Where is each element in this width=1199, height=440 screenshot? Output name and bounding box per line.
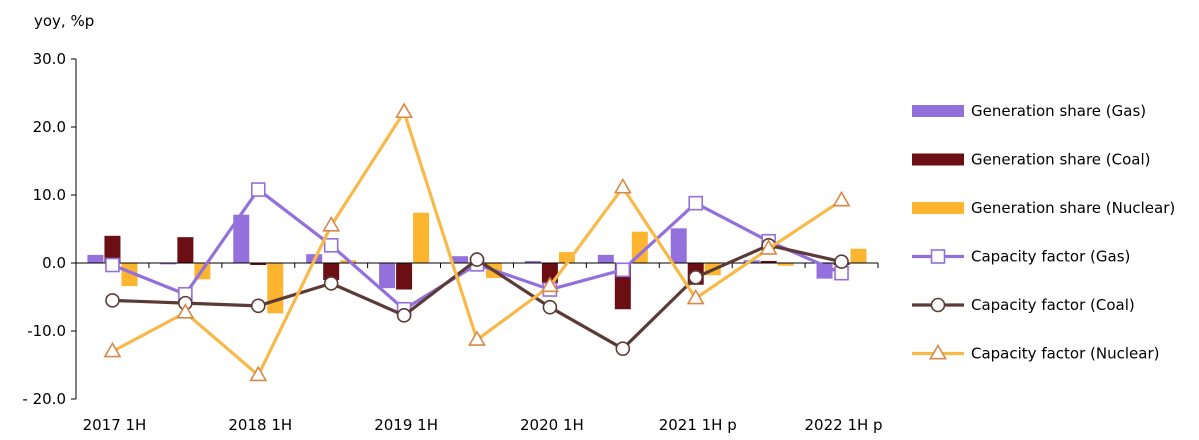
legend-marker-6 [929, 343, 947, 360]
y-tick-label: - 20.0 [22, 390, 66, 408]
legend-marker-4 [930, 249, 946, 264]
point-5-4 [323, 276, 339, 291]
y-tick-label: 0.0 [42, 254, 66, 272]
bar-2-1 [104, 235, 121, 263]
unit-label: yoy, %p [34, 12, 94, 30]
bar-1-6 [452, 256, 468, 263]
point-5-1 [105, 293, 120, 308]
bar-1-1 [87, 254, 104, 263]
x-tick-label: 2022 1H p [805, 416, 883, 434]
point-6-6 [468, 330, 486, 346]
point-4-4 [323, 238, 339, 253]
point-4-8 [615, 262, 631, 278]
bar-3-5 [413, 212, 430, 263]
bar-3-11 [850, 248, 867, 263]
bar-3-8 [631, 231, 648, 263]
y-tick-label: 20.0 [33, 118, 66, 136]
bar-3-3 [267, 263, 284, 314]
point-6-5 [395, 102, 414, 119]
legend-label-5: Capacity factor (Coal) [971, 296, 1135, 314]
bar-1-8 [597, 254, 614, 263]
point-6-9 [686, 288, 705, 305]
point-6-1 [103, 341, 122, 358]
legend-swatch-3 [912, 202, 964, 214]
legend-swatch-2 [912, 153, 964, 166]
point-6-10 [759, 239, 778, 255]
bar-2-3 [250, 263, 267, 266]
point-6-3 [249, 365, 268, 382]
bars [87, 212, 867, 314]
x-tick-label: 2018 1H [228, 416, 292, 434]
line-4 [111, 187, 843, 311]
bar-1-9 [670, 228, 687, 263]
point-6-7 [540, 276, 559, 293]
legend-marker-5 [930, 297, 946, 313]
point-6-2 [176, 303, 195, 319]
point-5-6 [469, 252, 485, 267]
point-6-4 [322, 215, 341, 232]
point-4-9 [688, 195, 704, 211]
point-5-9 [688, 269, 704, 285]
x-axis: 2017 1H 2018 1H 2019 1H 2020 1H 2021 1H p 202… [75, 262, 883, 434]
legend-label-1: Generation share (Gas) [971, 102, 1146, 120]
legend-label-6: Capacity factor (Nuclear) [971, 345, 1159, 363]
bar-2-5 [396, 263, 413, 290]
x-tick-label: 2021 1H p [659, 416, 737, 434]
legend-label-4: Capacity factor (Gas) [971, 248, 1130, 266]
x-tick-label: 2019 1H [374, 416, 438, 434]
y-tick-label: -10.0 [27, 322, 66, 340]
point-6-11 [832, 190, 851, 207]
bar-1-7 [524, 260, 541, 263]
point-6-8 [613, 177, 632, 194]
point-4-3 [250, 182, 266, 197]
legend-label-3: Generation share (Nuclear) [971, 199, 1175, 217]
point-4-1 [105, 257, 120, 273]
point-5-3 [250, 298, 266, 314]
bar-2-10 [760, 260, 777, 263]
point-5-8 [615, 341, 631, 356]
legend-swatch-1 [912, 105, 964, 117]
bar-2-4 [323, 263, 340, 280]
x-tick-label: 2020 1H [520, 416, 584, 434]
legend-label-2: Generation share (Coal) [971, 151, 1151, 169]
bar-1-3 [233, 214, 250, 263]
y-axis: 30.0 20.0 10.0 0.0 -10.0 - 20.0 [22, 50, 77, 408]
bar-1-2 [160, 263, 177, 265]
point-5-11 [834, 254, 849, 269]
legend: Generation share (Gas) Generation share (… [912, 102, 1175, 363]
point-5-7 [542, 299, 558, 315]
point-5-5 [396, 308, 412, 323]
bar-3-10 [777, 263, 794, 266]
y-tick-label: 30.0 [33, 50, 66, 68]
bar-3-7 [558, 252, 575, 263]
y-tick-label: 10.0 [33, 186, 66, 204]
bar-2-2 [177, 237, 194, 263]
x-tick-label: 2017 1H [83, 416, 147, 434]
lines [103, 102, 851, 382]
bar-1-5 [379, 263, 396, 289]
